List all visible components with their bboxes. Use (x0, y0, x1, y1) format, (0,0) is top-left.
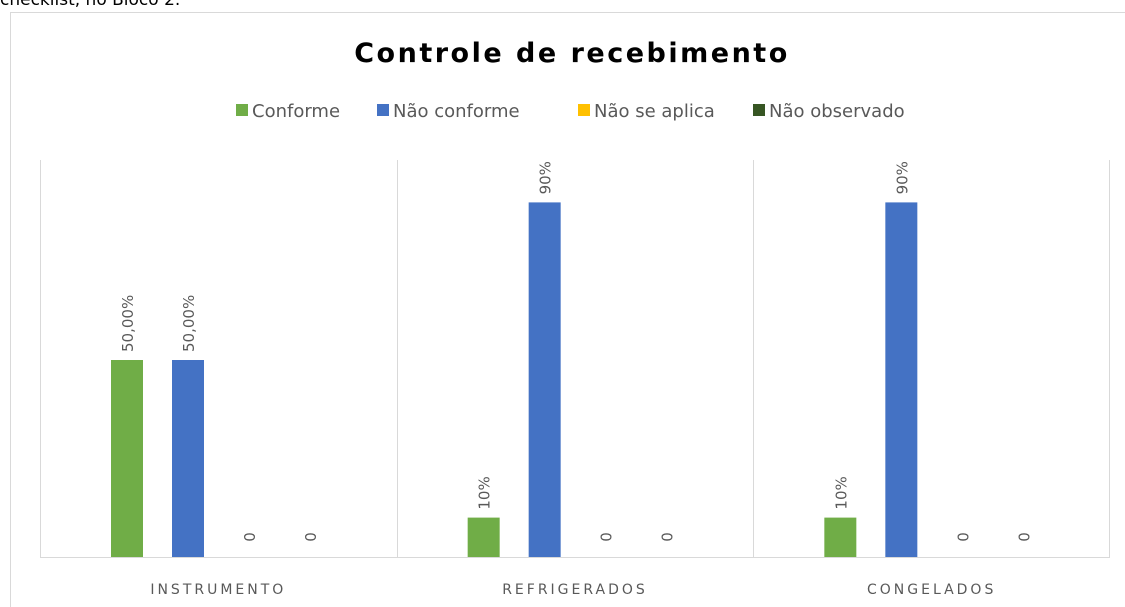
x-tick-label: CONGELADOS (867, 582, 996, 598)
data-label: 10% (476, 476, 494, 509)
legend-label: Não conforme (393, 101, 520, 122)
legend-label: Não observado (769, 101, 905, 122)
legend-swatch (578, 104, 590, 116)
data-label: 0 (659, 532, 677, 542)
bar (172, 360, 204, 557)
bar (528, 202, 561, 557)
data-label: 90% (537, 161, 555, 194)
legend-swatch (753, 104, 765, 116)
legend-swatch (377, 104, 389, 116)
data-label: 0 (954, 532, 972, 542)
x-tick-label: REFRIGERADOS (502, 582, 648, 598)
bar (467, 517, 500, 557)
legend-label: Não se aplica (594, 101, 715, 122)
legend-label: Conforme (252, 101, 340, 122)
legend-swatch (236, 104, 248, 116)
data-label: 50,00% (119, 295, 137, 352)
x-tick-label: INSTRUMENTO (150, 582, 286, 598)
bar (111, 360, 143, 557)
chart-title: Controle de recebimento (354, 38, 790, 69)
data-label: 90% (893, 161, 911, 194)
data-label: 10% (832, 476, 850, 509)
data-label: 0 (598, 532, 616, 542)
bar (824, 517, 857, 557)
data-label: 50,00% (180, 295, 198, 352)
bar (885, 202, 918, 557)
data-label: 0 (1015, 532, 1033, 542)
data-label: 0 (241, 532, 259, 542)
page-text: checklist, no Bloco 2. (0, 0, 180, 10)
data-label: 0 (302, 532, 320, 542)
